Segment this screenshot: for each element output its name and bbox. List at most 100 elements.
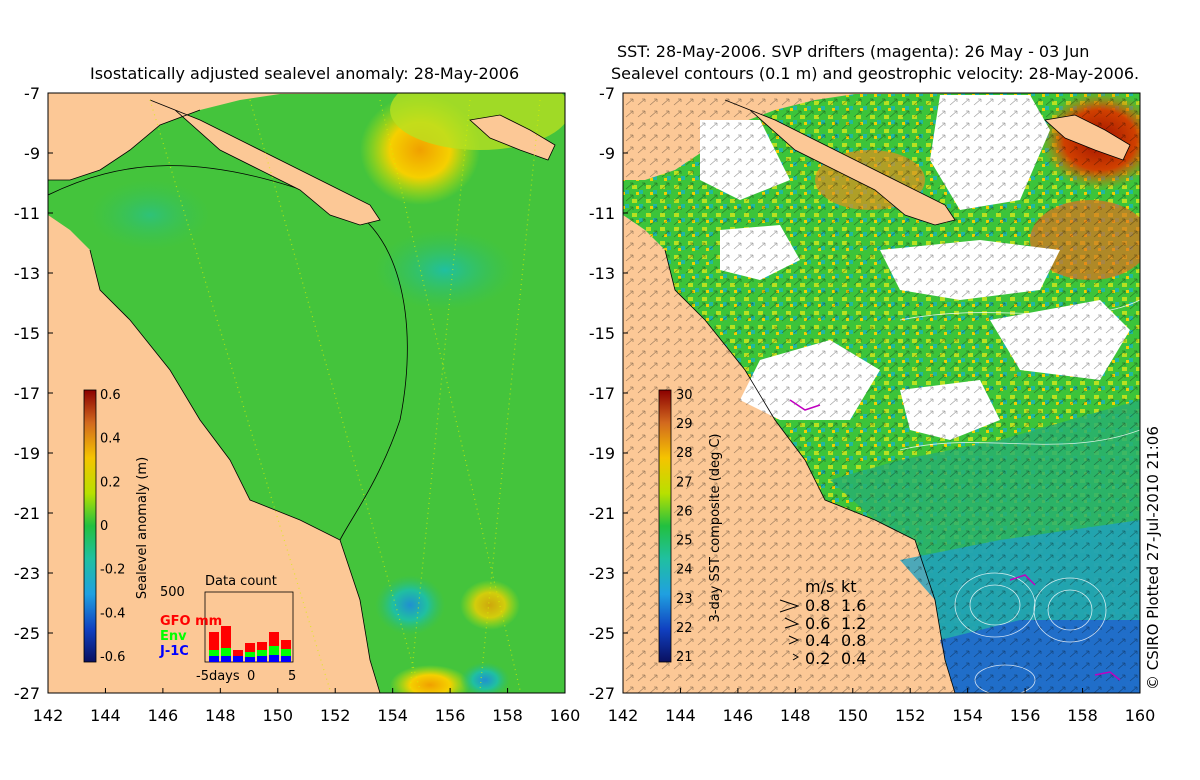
longitude-tick-label: 150 [838,706,869,725]
sla-colorbar-tick: -0.6 [100,650,125,665]
latitude-tick-label: -23 [589,564,615,583]
legend-env: Env [160,629,187,644]
sst-colorbar-tick: 27 [676,475,693,490]
latitude-tick-label: -13 [14,264,40,283]
longitude-tick-label: 150 [263,706,294,725]
sst-colorbar-tick: 29 [676,417,693,432]
longitude-tick-label: 144 [90,706,121,725]
legend-gfo: GFO mm [160,614,222,629]
solomon-islands [469,114,556,161]
right-colorbar: 30 29 28 27 26 25 24 23 22 21 3-day SST composite… [658,388,723,665]
data-count-x-zero: 0 [247,669,255,684]
papua-new-guinea-coast [149,99,381,226]
latitude-tick-label: -9 [599,144,615,163]
longitude-tick-label: 158 [1067,706,1098,725]
copyright-notice: © CSIRO Plotted 27-Jul-2010 21:06 [1144,426,1162,690]
sst-colorbar-tick: 24 [676,563,693,578]
data-count-max-label: 500 [160,585,185,600]
left-map-title: Isostatically adjusted sealevel anomaly:… [90,64,520,83]
velocity-arrow-0.6 [784,617,800,629]
left-map [48,93,565,693]
latitude-tick-label: -11 [14,204,40,223]
velocity-header-ms: m/s [805,577,834,596]
sst-colorbar-tick: 30 [676,388,693,403]
legend-j1c: J-1C [159,644,189,659]
longitude-tick-label: 152 [320,706,351,725]
sst-colorbar-tick: 21 [676,650,693,665]
velocity-arrow-0.8 [779,599,800,613]
left-colorbar: 0.6 0.4 0.2 0 -0.2 -0.4 -0.6 Sealevel anomaly … [83,388,150,665]
latitude-tick-label: -13 [589,264,615,283]
data-count-inset: Data count 500 GFO mm Env J-1 [159,574,296,684]
left-map-coastline-queensland [89,249,381,693]
sla-colorbar-scale [83,389,97,663]
right-map-coastline-queensland [664,249,956,693]
latitude-tick-label: -19 [14,444,40,463]
velocity-row-kt: 0.8 [841,631,866,650]
sealevel-contours [899,299,1140,693]
longitude-tick-label: 154 [377,706,408,725]
velocity-row-ms: 0.8 [805,596,830,615]
velocity-row-ms: 0.2 [805,649,830,668]
sst-colorbar-tick: 23 [676,592,693,607]
sst-colorbar-scale [658,389,672,663]
latitude-tick-label: -7 [599,84,615,103]
latitude-tick-label: -25 [14,624,40,643]
latitude-tick-label: -21 [14,504,40,523]
sla-colorbar-label: Sealevel anomaly (m) [135,457,150,599]
longitude-tick-label: 158 [492,706,523,725]
latitude-tick-label: -15 [14,324,40,343]
sst-colorbar-label: 3-day SST composite (deg C) [708,433,723,622]
latitude-tick-label: -19 [589,444,615,463]
longitude-tick-label: 152 [895,706,926,725]
longitude-tick-label: 142 [33,706,64,725]
sla-colorbar-tick: 0.4 [100,432,121,447]
longitude-tick-label: 146 [148,706,179,725]
latitude-tick-label: -27 [589,684,615,703]
longitude-tick-label: 148 [780,706,811,725]
longitude-tick-label: 156 [1010,706,1041,725]
velocity-row-kt: 1.6 [841,596,866,615]
velocity-row-ms: 0.6 [805,614,830,633]
longitude-tick-label: 160 [1125,706,1156,725]
left-map-coastline-north [48,109,201,181]
sst-colorbar-tick: 28 [676,446,693,461]
velocity-arrow-0.2 [792,653,799,661]
sst-colorbar-tick: 25 [676,534,693,549]
latitude-tick-label: -25 [589,624,615,643]
latitude-tick-label: -9 [24,144,40,163]
latitude-tick-label: -15 [589,324,615,343]
sla-colorbar-tick: 0.2 [100,475,121,490]
solomon-islands-right [1044,114,1131,161]
latitude-tick-label: -21 [589,504,615,523]
axis-ticks: -7 -9 -11 -13 -15 -17 -19 -21 -23 -25 -27 142 144 146… [14,84,1155,725]
longitude-tick-label: 160 [550,706,581,725]
latitude-tick-label: -17 [589,384,615,403]
sla-eddy-cold [375,575,445,635]
latitude-tick-label: -23 [14,564,40,583]
sla-colorbar-tick: 0 [100,519,108,534]
sla-low-anomaly-west [90,180,210,250]
right-map [623,93,1140,693]
velocity-row-kt: 1.2 [841,614,866,633]
bathymetry-contour [48,165,408,541]
longitude-tick-label: 154 [952,706,983,725]
latitude-tick-label: -11 [589,204,615,223]
sst-colorbar-tick: 26 [676,504,693,519]
right-map-title-line2: Sealevel contours (0.1 m) and geostrophi… [611,64,1140,83]
data-count-title: Data count [205,574,277,589]
data-count-bars [209,626,291,662]
longitude-tick-label: 156 [435,706,466,725]
latitude-tick-label: -27 [14,684,40,703]
velocity-header-kt: kt [841,577,857,596]
velocity-row-kt: 0.4 [841,649,866,668]
latitude-tick-label: -17 [14,384,40,403]
papua-new-guinea-coast-right [724,99,956,226]
right-map-title-line1: SST: 28-May-2006. SVP drifters (magenta)… [617,42,1090,61]
sla-eddy-warm [460,580,520,630]
sla-eddy-warm-south [390,665,470,693]
data-count-x-end: 5 [288,669,296,684]
longitude-tick-label: 148 [205,706,236,725]
longitude-tick-label: 146 [723,706,754,725]
